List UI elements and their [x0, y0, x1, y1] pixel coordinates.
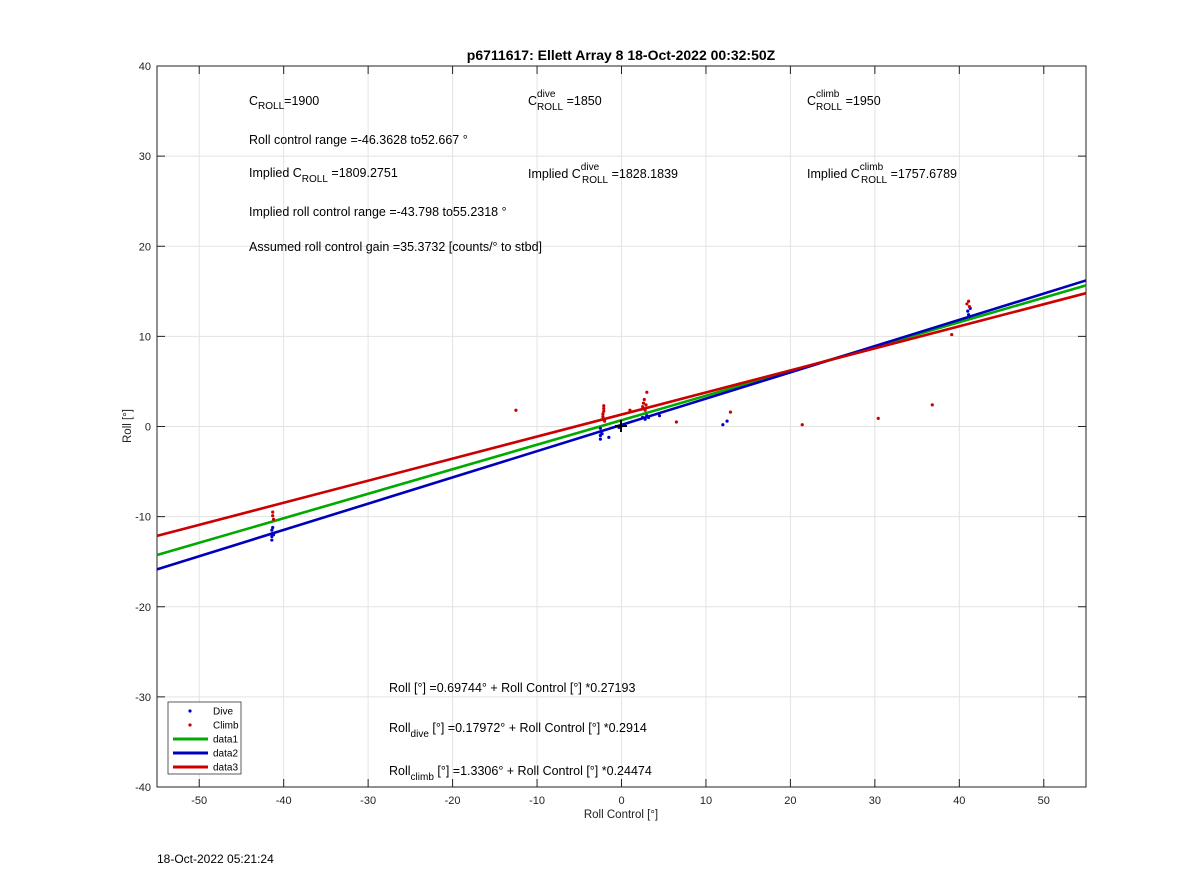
annotation-implied-range: Implied roll control range =-43.798 to55… [249, 205, 507, 219]
legend: Dive Climb data1 data2 data3 [167, 701, 242, 775]
origin-marker [615, 420, 627, 432]
point-dive [600, 432, 604, 436]
point-climb [800, 423, 804, 427]
annotation-implied-croll: Implied CROLL =1809.2751 [249, 166, 398, 185]
annotation-range: Roll control range =-46.3628 to52.667 ° [249, 133, 468, 147]
legend-marker-dive [188, 709, 192, 713]
axis-ticks: -50 -40 -30 -20 -10 0 10 20 30 40 50 -40 -30 -20 -10 0 1… [135, 61, 1086, 807]
y-tick-label: 20 [139, 241, 151, 253]
point-climb [674, 420, 678, 424]
annotation-gain: Assumed roll control gain =35.3732 [coun… [249, 240, 542, 254]
point-dive [725, 419, 729, 423]
point-dive [270, 538, 274, 542]
annotation-croll-dive: Cdive ROLL =1850 [528, 89, 602, 113]
point-climb [602, 406, 606, 411]
point-dive [271, 525, 275, 530]
annotation-implied-dive: Implied Cdive ROLL =1828.1839 [528, 162, 678, 186]
point-climb [728, 410, 733, 414]
point-climb [643, 408, 647, 412]
legend-label-data2: data2 [213, 749, 238, 760]
x-tick-label: -10 [529, 795, 545, 807]
legend-label-climb: Climb [213, 721, 239, 732]
y-tick-label: 10 [139, 331, 151, 343]
point-climb [642, 397, 646, 402]
x-tick-label: 40 [953, 795, 965, 807]
point-dive [643, 417, 647, 421]
point-dive [598, 426, 602, 430]
legend-label-dive: Dive [213, 707, 233, 718]
y-tick-label: 0 [145, 422, 151, 434]
fit-line-data3 [156, 291, 1087, 538]
point-climb [271, 517, 276, 521]
point-climb [967, 305, 972, 309]
x-tick-label: 0 [618, 795, 624, 807]
y-tick-label: -10 [135, 512, 151, 524]
footer-timestamp: 18-Oct-2022 05:21:24 [157, 852, 274, 866]
annotation-implied-climb: Implied Cclimb ROLL =1757.6789 [807, 162, 957, 186]
chart-title: p6711617: Ellett Array 8 18-Oct-2022 00:… [467, 47, 776, 63]
x-tick-label: -30 [360, 795, 376, 807]
point-climb [876, 416, 880, 420]
x-tick-label: -50 [191, 795, 207, 807]
point-climb [967, 299, 971, 303]
x-tick-label: 20 [784, 795, 796, 807]
legend-label-data3: data3 [213, 763, 238, 774]
y-tick-label: -30 [135, 692, 151, 704]
point-dive [967, 314, 972, 319]
point-climb [641, 401, 646, 405]
point-climb [271, 514, 275, 518]
point-climb [602, 404, 606, 408]
point-dive [270, 528, 274, 532]
point-climb [641, 405, 645, 409]
y-tick-label: 40 [139, 61, 151, 73]
point-dive [271, 533, 276, 537]
point-climb [950, 332, 954, 337]
x-tick-label: -20 [445, 795, 461, 807]
x-tick-label: -40 [276, 795, 292, 807]
x-tick-label: 10 [700, 795, 712, 807]
y-tick-label: -40 [135, 782, 151, 794]
y-tick-label: 30 [139, 151, 151, 163]
point-dive [646, 415, 651, 420]
annotation-croll: CROLL=1900 [249, 94, 319, 112]
x-axis-label: Roll Control [°] [584, 809, 658, 821]
x-tick-label: 50 [1038, 795, 1050, 807]
y-tick-label: -20 [135, 602, 151, 614]
annotation-croll-climb: Cclimb ROLL =1950 [807, 89, 881, 113]
point-dive [598, 437, 602, 441]
point-climb [514, 408, 518, 412]
point-climb [930, 403, 934, 407]
point-climb [628, 408, 632, 412]
annotation-fit-climb: Rollclimb [°] =1.3306° + Roll Control [°… [389, 764, 652, 783]
y-axis-label: Roll [°] [122, 409, 134, 443]
point-climb [602, 409, 606, 413]
point-climb [601, 412, 605, 416]
legend-label-data1: data1 [213, 735, 238, 746]
point-climb [644, 403, 648, 407]
legend-items: Dive Climb data1 data2 data3 [173, 707, 239, 774]
annotation-fit-dive: Rolldive [°] =0.17972° + Roll Control [°… [389, 721, 647, 740]
point-climb [965, 302, 969, 306]
x-tick-label: 30 [869, 795, 881, 807]
point-climb [271, 510, 275, 514]
annotation-fit-all: Roll [°] =0.69744° + Roll Control [°] *0… [389, 681, 635, 695]
point-climb [645, 390, 649, 394]
point-climb [603, 419, 607, 423]
point-dive [657, 414, 662, 418]
point-climb [601, 414, 605, 419]
point-dive [607, 435, 611, 439]
point-dive [641, 415, 645, 420]
point-dive [966, 309, 970, 313]
legend-marker-climb [188, 723, 192, 727]
data-points [270, 299, 972, 542]
point-dive [721, 423, 725, 427]
